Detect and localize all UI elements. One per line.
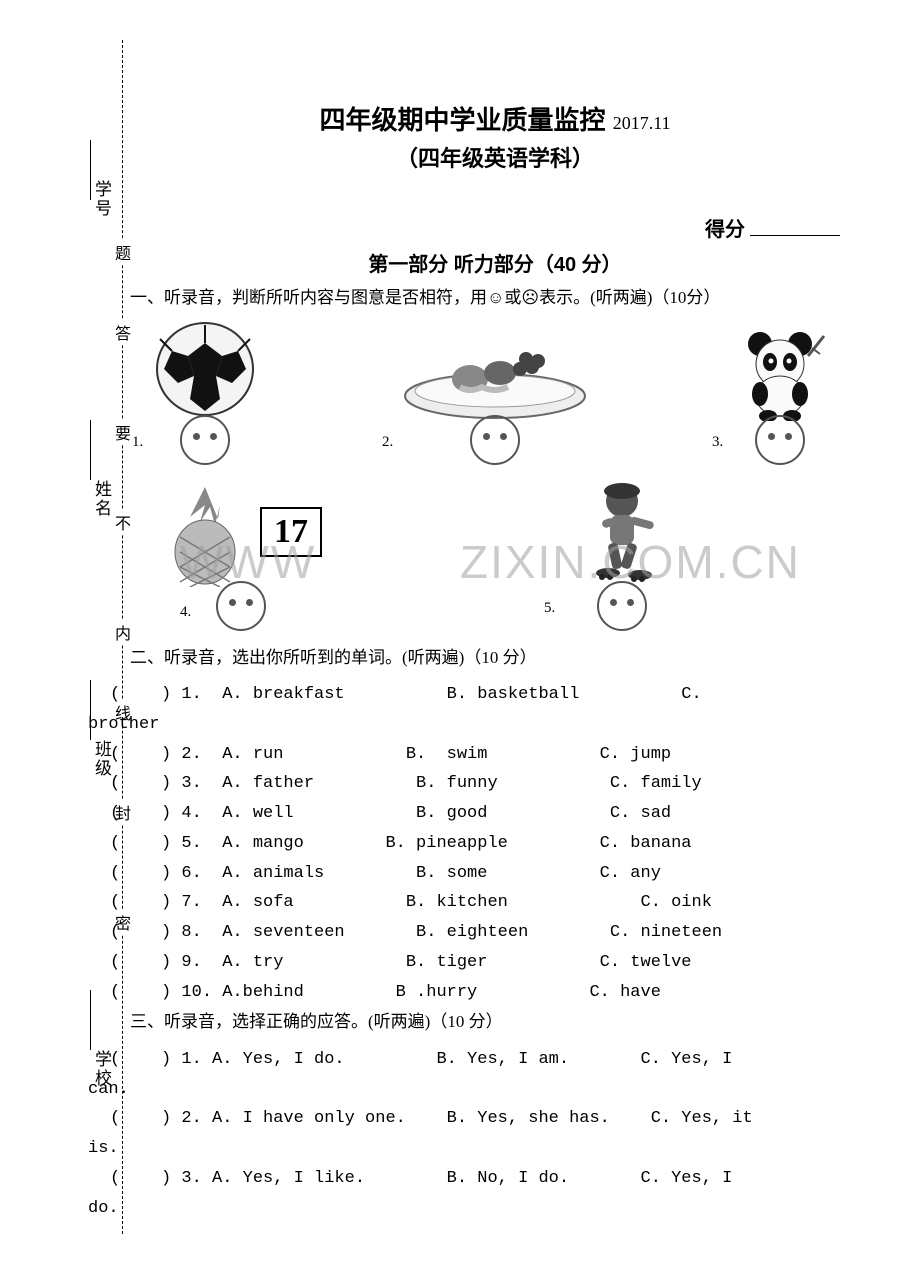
label-text: 学号: [92, 180, 111, 218]
q-row: ( ) 3. A. Yes, I like. B. No, I do. C. Y…: [110, 1164, 860, 1194]
q-row: ( ) 8. A. seventeen B. eighteen C. ninet…: [110, 918, 860, 948]
skating-boy-icon: [562, 477, 682, 587]
q-row: ( ) 1. A. breakfast B. basketball C.: [110, 680, 860, 710]
pic-number: 4.: [180, 604, 191, 621]
q-row: ( ) 2. A. I have only one. B. Yes, she h…: [110, 1104, 860, 1134]
q-row: ( ) 6. A. animals B. some C. any: [110, 859, 860, 889]
edge-label-name: 姓名: [82, 480, 114, 518]
q-row: ( ) 2. A. run B. swim C. jump: [110, 740, 860, 770]
score-blank[interactable]: [750, 217, 840, 236]
fruit-plate-icon: [400, 331, 590, 421]
pic-item-3: 3.: [730, 326, 830, 465]
pic-number: 2.: [382, 434, 393, 451]
q-row: ( ) 3. A. father B. funny C. family: [110, 769, 860, 799]
part1-heading: 第一部分 听力部分（40 分）: [130, 248, 860, 277]
page: 学号 姓名 班级 学校 题 答 要 不 内 线 封 密 四年级期中学业质量监控 …: [0, 0, 920, 1274]
q-hang: brother: [88, 710, 860, 740]
q-row: ( ) 10. A.behind B .hurry C. have: [110, 978, 860, 1008]
pic-number: 1.: [132, 434, 143, 451]
pic-number: 3.: [712, 434, 723, 451]
answer-face[interactable]: [470, 415, 520, 465]
q-row: ( ) 4. A. well B. good C. sad: [110, 799, 860, 829]
q-hang: can.: [88, 1075, 860, 1105]
answer-face[interactable]: [597, 581, 647, 631]
title-sub: （四年级英语学科）: [130, 141, 860, 173]
q-row: ( ) 7. A. sofa B. kitchen C. oink: [110, 888, 860, 918]
q-row: ( ) 5. A. mango B. pineapple C. banana: [110, 829, 860, 859]
edge-underline: [90, 140, 91, 200]
edge-label-student-no: 学号: [82, 180, 114, 218]
section2-title: 二、听录音，选出你所听到的单词。(听两遍)（10 分）: [130, 645, 860, 671]
section3-title: 三、听录音，选择正确的应答。(听两遍)（10 分）: [130, 1009, 860, 1035]
pic-row-1: 1. 2.: [150, 321, 830, 465]
pic-number: 5.: [544, 600, 555, 617]
q-row: ( ) 1. A. Yes, I do. B. Yes, I am. C. Ye…: [110, 1045, 860, 1075]
title-text: 四年级期中学业质量监控: [319, 105, 605, 135]
soccer-ball-icon: [150, 321, 260, 421]
answer-face[interactable]: [755, 415, 805, 465]
section1-title: 一、听录音，判断所听内容与图意是否相符，用☺或☹表示。(听两遍)（10分）: [130, 285, 860, 311]
q-row: ( ) 9. A. try B. tiger C. twelve: [110, 948, 860, 978]
score-label: 得分: [705, 219, 745, 241]
pic-item-2: 2.: [400, 331, 590, 465]
q-hang: is.: [88, 1134, 860, 1164]
pic-item-5: 5.: [562, 477, 682, 631]
pic-item-4: 17 4.: [160, 477, 322, 631]
title-main: 四年级期中学业质量监控 2017.11: [130, 100, 860, 137]
question-list-3: ( ) 1. A. Yes, I do. B. Yes, I am. C. Ye…: [110, 1045, 860, 1224]
q-hang: do.: [88, 1194, 860, 1224]
answer-face[interactable]: [180, 415, 230, 465]
pic-item-1: 1.: [150, 321, 260, 465]
edge-underline: [90, 990, 91, 1050]
content-area: 四年级期中学业质量监控 2017.11 （四年级英语学科） 得分 第一部分 听力…: [130, 100, 860, 1223]
pic-row-2: 17 4. 5.: [160, 477, 830, 631]
pineapple-icon: [160, 477, 250, 587]
title-date: 2017.11: [613, 113, 671, 133]
panda-icon: [730, 326, 830, 421]
question-list-2: ( ) 1. A. breakfast B. basketball C. bro…: [110, 680, 860, 1007]
edge-underline: [90, 420, 91, 480]
number-box: 17: [260, 507, 322, 557]
score-line: 得分: [130, 213, 840, 242]
label-text: 班级: [92, 740, 111, 778]
answer-face[interactable]: [216, 581, 266, 631]
label-text: 姓名: [92, 480, 111, 518]
